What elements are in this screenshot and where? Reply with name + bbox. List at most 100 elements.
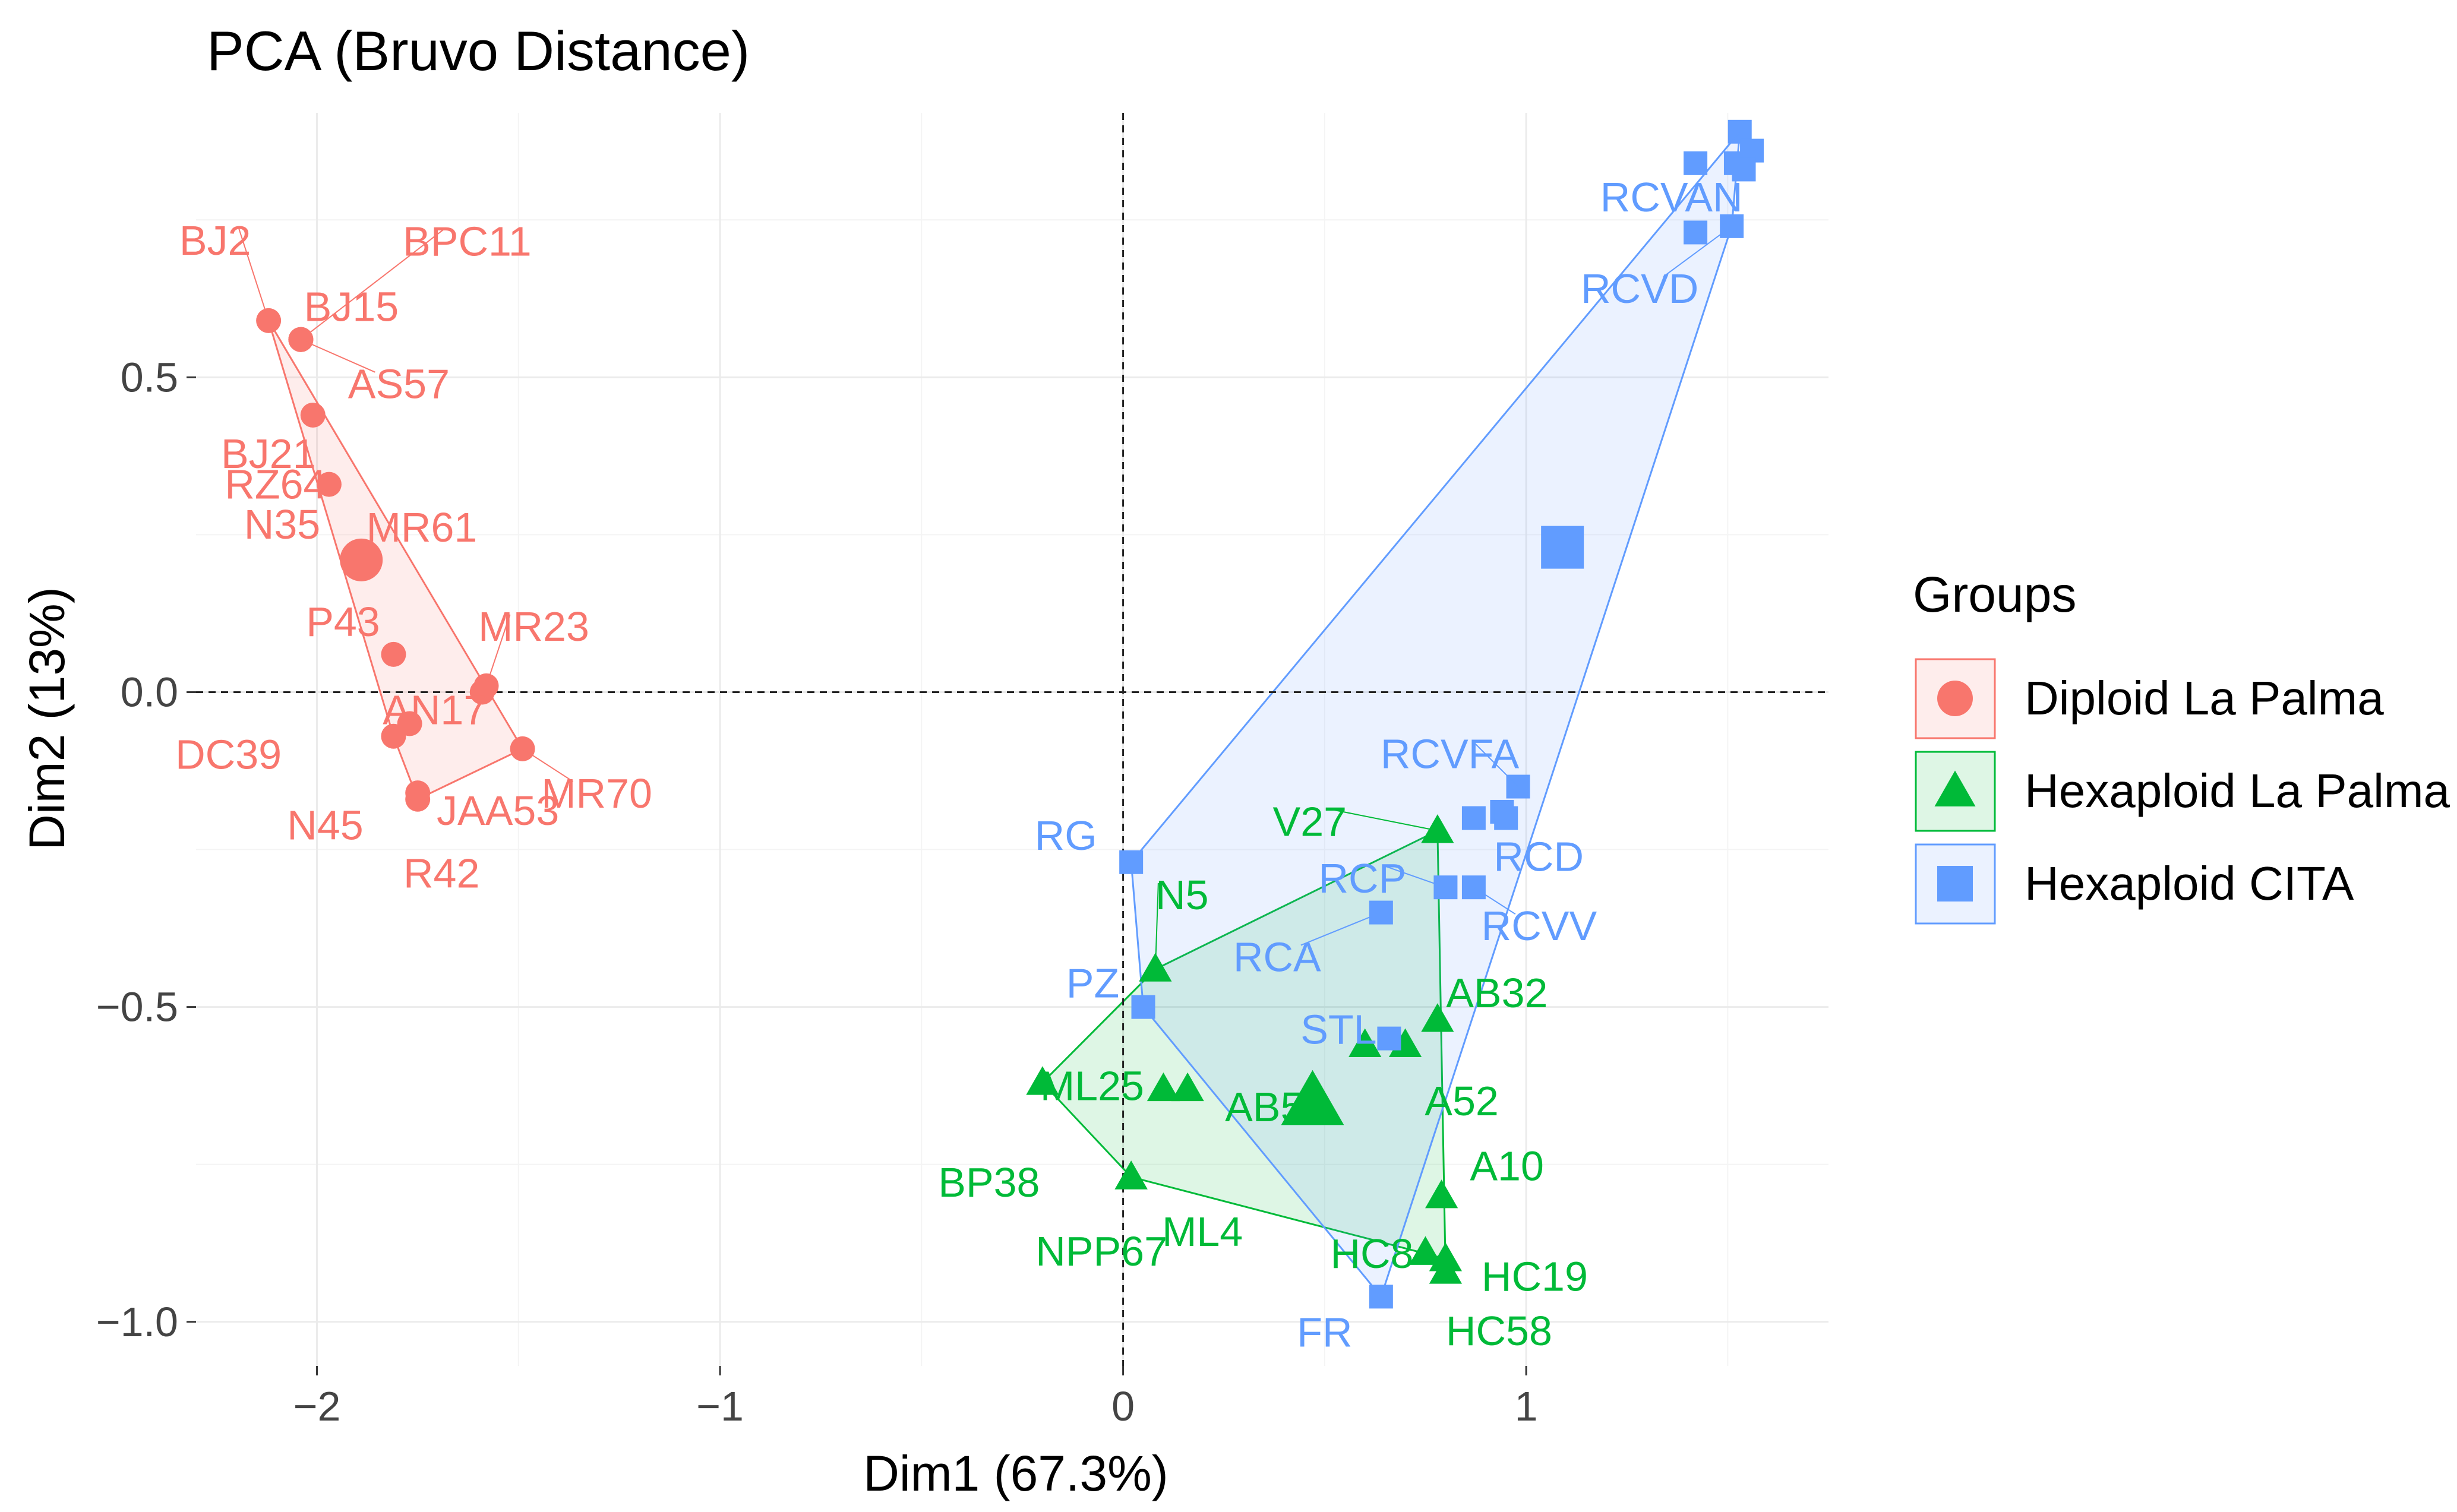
series-1-point-label: P43 <box>306 599 380 645</box>
series-1-point-label: MR23 <box>478 603 589 650</box>
series-3-point <box>1369 1285 1393 1309</box>
series-3-point-label: RG <box>1035 812 1097 859</box>
series-3-point-label: FR <box>1297 1309 1352 1355</box>
y-axis-title: Dim2 (13%) <box>19 587 75 850</box>
series-2-point <box>1171 1072 1204 1102</box>
legend: Groups Diploid La Palma Hexaploid La Palm… <box>1913 567 2450 925</box>
legend-label: Hexaploid CITA <box>2025 857 2354 910</box>
series-2-point <box>1408 1236 1442 1265</box>
series-1-point <box>469 679 495 705</box>
series-2-point-label: BP38 <box>938 1159 1040 1206</box>
series-3-label-leader <box>1663 226 1732 277</box>
series-1-point <box>316 472 342 497</box>
y-tick-label: 0.0 <box>121 669 178 715</box>
series-3-label-leader <box>1300 912 1382 946</box>
series-3-point <box>1732 157 1756 182</box>
series-1-point-label: MR61 <box>367 504 478 551</box>
series-1-point <box>288 327 314 352</box>
legend-key-marker <box>1934 770 1976 806</box>
series-2-point <box>1114 1160 1148 1190</box>
series-3-point <box>1131 995 1155 1019</box>
series-3-point <box>1684 151 1708 175</box>
series-2-point-label: HC8 <box>1330 1231 1413 1277</box>
series-1-point-label: BJ2 <box>179 217 251 264</box>
series-2-point <box>1421 814 1454 843</box>
series-1-point-label: RZ64 <box>225 461 326 508</box>
x-tick-label: −1 <box>696 1383 744 1429</box>
series-3-centroid <box>1541 526 1584 569</box>
series-1-point-label: JAA53 <box>437 787 559 834</box>
series-1-label-leader <box>301 339 375 373</box>
series-2-point-label: NPP67 <box>1035 1228 1167 1274</box>
legend-key-marker <box>1937 866 1973 901</box>
series-2-point-label: ML25 <box>1040 1062 1144 1109</box>
series-2-point <box>1421 1003 1454 1032</box>
y-tick-label: −1.0 <box>96 1299 178 1345</box>
legend-title: Groups <box>1913 567 2076 622</box>
series-1-label-leader <box>485 614 511 687</box>
series-2-point-label: N5 <box>1155 872 1208 918</box>
series-3-point-label: RCVD <box>1581 265 1698 312</box>
series-1-point-label: BPC11 <box>403 219 532 265</box>
series-1-point-label: MR70 <box>541 770 652 817</box>
series-1-centroid <box>340 538 383 581</box>
series-1-label-leader <box>522 748 574 782</box>
series-1-point-label: BJ15 <box>304 284 399 330</box>
series-2-point-label: HC19 <box>1482 1254 1588 1300</box>
legend-key <box>1915 751 1996 832</box>
series-3-label-leader <box>1473 741 1519 787</box>
series-3-point <box>1377 1026 1401 1051</box>
series-3-point-label: RCVV <box>1482 903 1597 949</box>
series-2-point <box>1348 1028 1382 1057</box>
series-3-point-label: RCP <box>1319 855 1407 901</box>
series-2-point <box>1429 1255 1463 1284</box>
series-1-point-label: DC39 <box>175 731 282 777</box>
series-1-point-label: AS57 <box>348 361 450 407</box>
y-tick-label: 0.5 <box>121 354 178 400</box>
legend-key-marker <box>1937 681 1973 716</box>
legend-label: Hexaploid La Palma <box>2025 764 2450 817</box>
series-1-label-leader <box>238 228 270 321</box>
series-1-point <box>381 641 406 667</box>
series-3-point <box>1684 220 1708 245</box>
series-3-point <box>1494 806 1518 830</box>
series-2-centroid <box>1281 1070 1344 1125</box>
y-tick-label: −0.5 <box>96 984 178 1030</box>
series-3-point-label: STL <box>1300 1007 1376 1053</box>
series-1-point-label: R42 <box>403 850 479 897</box>
series-3-point-label: RCA <box>1233 934 1321 980</box>
series-1-point-label: N35 <box>244 501 320 548</box>
series-2-point-label: HC58 <box>1446 1308 1552 1354</box>
legend-label: Diploid La Palma <box>2025 672 2384 725</box>
x-tick-label: 1 <box>1515 1383 1538 1429</box>
series-2-point-label: A10 <box>1470 1143 1544 1190</box>
series-2-point-label: ML4 <box>1162 1209 1243 1255</box>
series-2-point <box>1147 1072 1180 1102</box>
series-2-point <box>1026 1066 1059 1095</box>
x-tick-label: −2 <box>293 1383 341 1429</box>
series-1-label-leader <box>300 229 444 340</box>
series-1-point <box>381 723 406 749</box>
series-1-point <box>405 786 431 812</box>
series-2-label-leader <box>1333 809 1438 831</box>
series-3-point <box>1461 806 1486 830</box>
series-1-point-label: N45 <box>287 802 363 849</box>
series-3-point-label: RCD <box>1493 834 1584 880</box>
hull-hexaploid-cita <box>1130 129 1741 1299</box>
x-tick-label: 0 <box>1111 1383 1135 1429</box>
series-3-label-leader <box>1386 866 1446 888</box>
series-3-point <box>1119 850 1144 874</box>
series-2-label-leader <box>1154 882 1159 970</box>
series-3-point-label: PZ <box>1066 960 1119 1007</box>
series-3-point-label: RCVAN <box>1600 174 1743 220</box>
series-2-point <box>1425 1179 1458 1209</box>
series-2-point-label: AB32 <box>1446 970 1548 1016</box>
series-2-point-label: A52 <box>1425 1078 1499 1124</box>
x-axis-title: Dim1 (67.3%) <box>863 1445 1168 1501</box>
series-1-point-label: BJ21 <box>221 431 316 477</box>
series-3-label-leader <box>1694 131 1741 186</box>
chart-title: PCA (Bruvo Distance) <box>207 20 750 82</box>
